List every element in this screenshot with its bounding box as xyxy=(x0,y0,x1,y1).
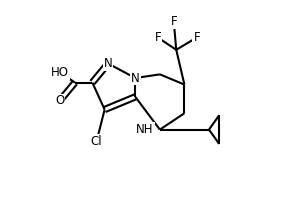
Text: N: N xyxy=(104,57,113,70)
Text: F: F xyxy=(154,31,161,44)
Text: F: F xyxy=(193,31,200,44)
Text: N: N xyxy=(131,71,140,84)
Text: Cl: Cl xyxy=(91,135,102,148)
Text: F: F xyxy=(170,15,177,28)
Text: HO: HO xyxy=(51,66,69,79)
Text: NH: NH xyxy=(136,123,154,136)
Text: O: O xyxy=(55,95,64,108)
